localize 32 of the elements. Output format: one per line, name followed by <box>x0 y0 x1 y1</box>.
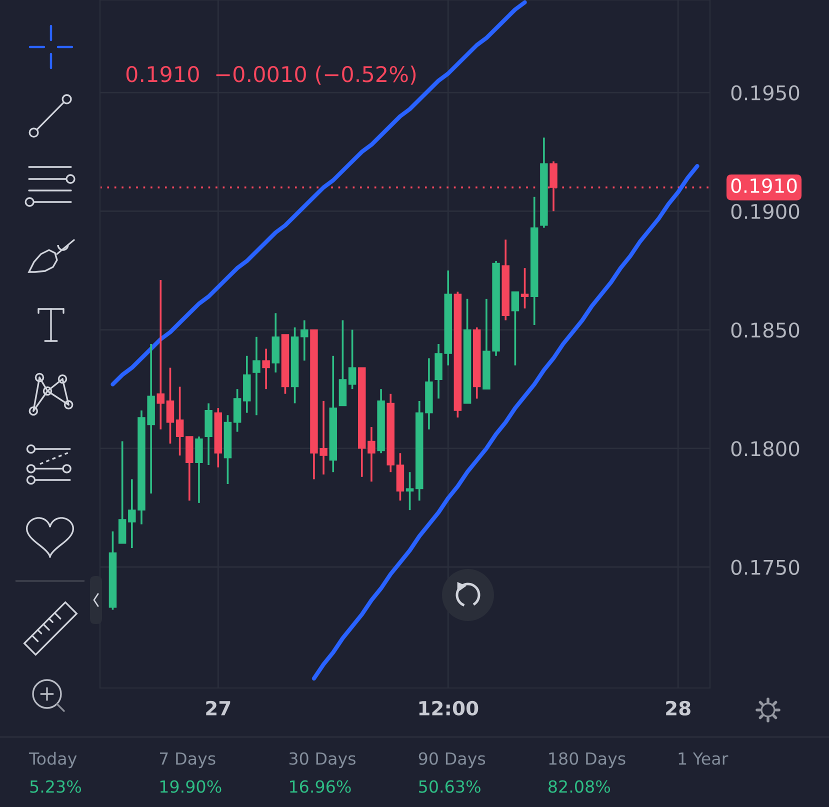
text: 180 Days 82.08% <box>548 752 626 793</box>
candlestick <box>300 319 308 362</box>
text: 90 Days 50.63% <box>418 752 486 793</box>
candlestick <box>156 279 165 430</box>
text: Today 5.23% <box>28 752 82 793</box>
candlestick <box>520 267 529 310</box>
ref-line-label: 0.1910 <box>731 178 797 194</box>
x-tick-label: 12:00 <box>419 700 478 716</box>
candlestick <box>233 388 242 433</box>
candlestick <box>176 386 184 456</box>
y-tick-label: 0.1850 <box>731 322 800 338</box>
x-tick-label: 28 <box>666 700 690 716</box>
candlestick <box>406 471 414 511</box>
line-series <box>312 164 700 681</box>
candlestick <box>511 290 520 366</box>
text: 30 Days 16.96% <box>289 752 356 793</box>
text: 7 Days 19.90% <box>160 752 222 793</box>
y-tick-label: 0.1900 <box>731 204 800 220</box>
candlestick <box>262 348 270 390</box>
candlestick <box>118 440 126 544</box>
candlestick <box>368 426 376 483</box>
candlestick <box>195 436 203 504</box>
y-tick-label: 0.1950 <box>731 85 800 100</box>
candlestick <box>348 328 356 390</box>
line-series <box>110 0 527 386</box>
x-tick-label: 27 <box>206 700 230 716</box>
text: 0.1910 −0.0010 (−0.52%) <box>126 66 416 85</box>
y-tick-label: 0.1800 <box>731 441 800 456</box>
candlestick <box>166 366 174 445</box>
y-tick-label: 0.1750 <box>731 560 800 575</box>
text: 1 Year <box>678 752 728 765</box>
candlestick <box>252 336 260 416</box>
